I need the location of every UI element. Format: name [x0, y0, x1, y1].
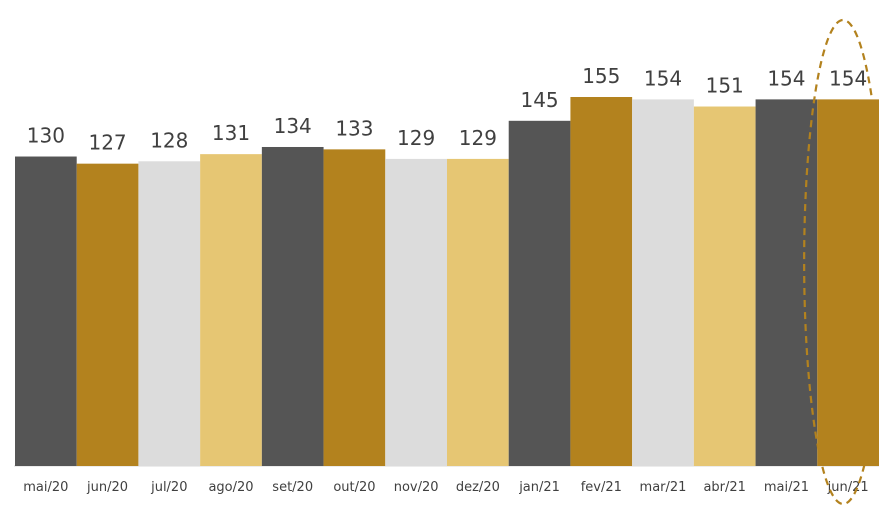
tick-label-mai-21: mai/21	[764, 480, 809, 495]
tick-label-jan-21: jan/21	[518, 480, 560, 495]
tick-label-nov-20: nov/20	[394, 480, 439, 495]
tick-label-jun-21: jun/21	[827, 480, 869, 495]
value-label-mai-21: 154	[767, 66, 805, 90]
tick-label-out-20: out/20	[333, 480, 375, 495]
value-label-jun-20: 127	[88, 131, 126, 155]
value-label-out-20: 133	[335, 116, 373, 140]
value-label-mar-21: 154	[644, 66, 682, 90]
tick-label-set-20: set/20	[272, 480, 313, 495]
bar-nov-20	[385, 158, 447, 466]
value-label-dez-20: 129	[459, 126, 497, 150]
value-labels-group: 130 127 128 131 134 133 129 129 145 155 154 151 154 1…	[27, 64, 867, 155]
bar-out-20	[323, 149, 386, 466]
tick-labels-group: mai/20 jun/20 jul/20 ago/20 set/20 out/20 nov/…	[23, 480, 868, 495]
value-label-mai-20: 130	[27, 124, 65, 148]
bar-mai-20	[15, 156, 77, 466]
value-label-fev-21: 155	[582, 64, 620, 88]
bar-jun-21	[817, 99, 879, 466]
bar-jun-20	[76, 163, 139, 466]
bar-fev-21	[570, 97, 633, 466]
value-label-nov-20: 129	[397, 126, 435, 150]
tick-label-mar-21: mar/21	[640, 480, 687, 495]
tick-label-jul-20: jul/20	[150, 480, 187, 495]
value-label-jan-21: 145	[520, 88, 558, 112]
tick-label-abr-21: abr/21	[703, 480, 746, 495]
bar-set-20	[261, 146, 324, 467]
value-label-jul-20: 128	[150, 128, 188, 152]
tick-label-mai-20: mai/20	[23, 480, 68, 495]
tick-label-ago-20: ago/20	[208, 480, 253, 495]
bar-mar-21	[632, 99, 694, 466]
value-label-abr-21: 151	[706, 74, 744, 98]
tick-label-dez-20: dez/20	[456, 480, 500, 495]
bar-jan-21	[508, 120, 571, 466]
value-label-set-20: 134	[274, 114, 312, 138]
bar-jul-20	[138, 161, 201, 466]
bar-abr-21	[693, 106, 756, 467]
bar-mai-21	[755, 99, 818, 466]
value-label-jun-21: 154	[829, 66, 867, 90]
tick-label-fev-21: fev/21	[581, 480, 622, 495]
bar-dez-20	[447, 158, 509, 466]
bar-ago-20	[200, 154, 262, 466]
tick-label-jun-20: jun/20	[86, 480, 128, 495]
value-label-ago-20: 131	[212, 121, 250, 145]
bars-group	[15, 97, 879, 467]
